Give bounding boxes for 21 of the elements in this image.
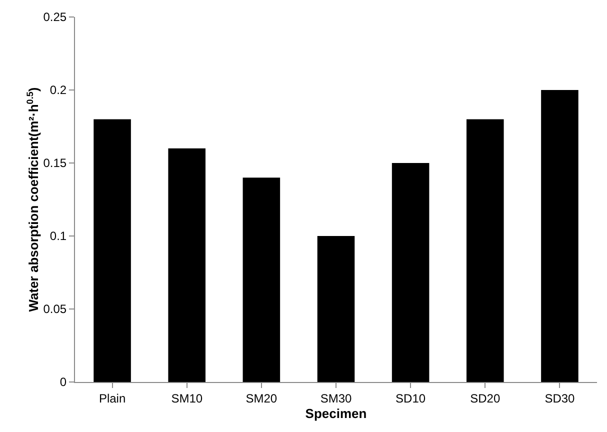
x-tick-label: Plain xyxy=(98,391,126,406)
bar xyxy=(392,163,430,382)
bar xyxy=(541,90,578,382)
x-tick-label: SM10 xyxy=(171,391,203,406)
x-axis-title: Specimen xyxy=(305,406,367,421)
bar xyxy=(242,178,280,382)
y-tick-label: 0.25 xyxy=(43,10,67,24)
x-tick-label: SD20 xyxy=(470,391,500,406)
bar xyxy=(466,119,504,382)
y-tick-label: 0.05 xyxy=(43,302,67,316)
bar xyxy=(94,119,131,382)
y-tick-label: 0.1 xyxy=(50,229,67,244)
y-tick-label: 0.2 xyxy=(50,83,67,98)
x-tick-label: SM30 xyxy=(320,391,352,406)
y-tick-label: 0 xyxy=(60,375,67,390)
y-tick-label: 0.15 xyxy=(43,156,67,170)
bar xyxy=(168,148,206,382)
bar xyxy=(317,236,355,382)
x-tick-label: SD10 xyxy=(396,391,426,406)
x-tick-label: SM20 xyxy=(246,391,278,406)
x-tick-label: SD30 xyxy=(544,391,576,406)
